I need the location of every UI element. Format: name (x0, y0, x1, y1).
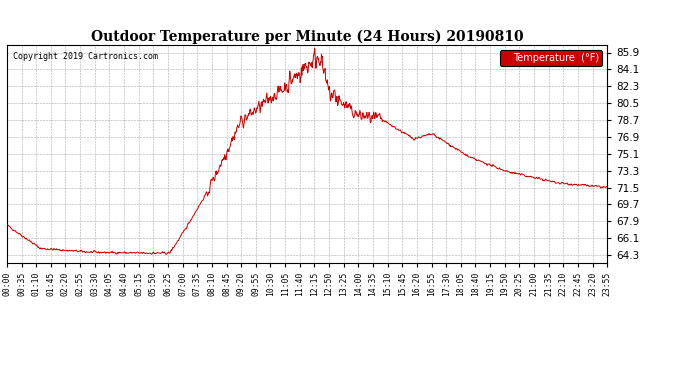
Title: Outdoor Temperature per Minute (24 Hours) 20190810: Outdoor Temperature per Minute (24 Hours… (91, 30, 523, 44)
Text: Copyright 2019 Cartronics.com: Copyright 2019 Cartronics.com (13, 51, 158, 60)
Legend: Temperature  (°F): Temperature (°F) (500, 50, 602, 66)
